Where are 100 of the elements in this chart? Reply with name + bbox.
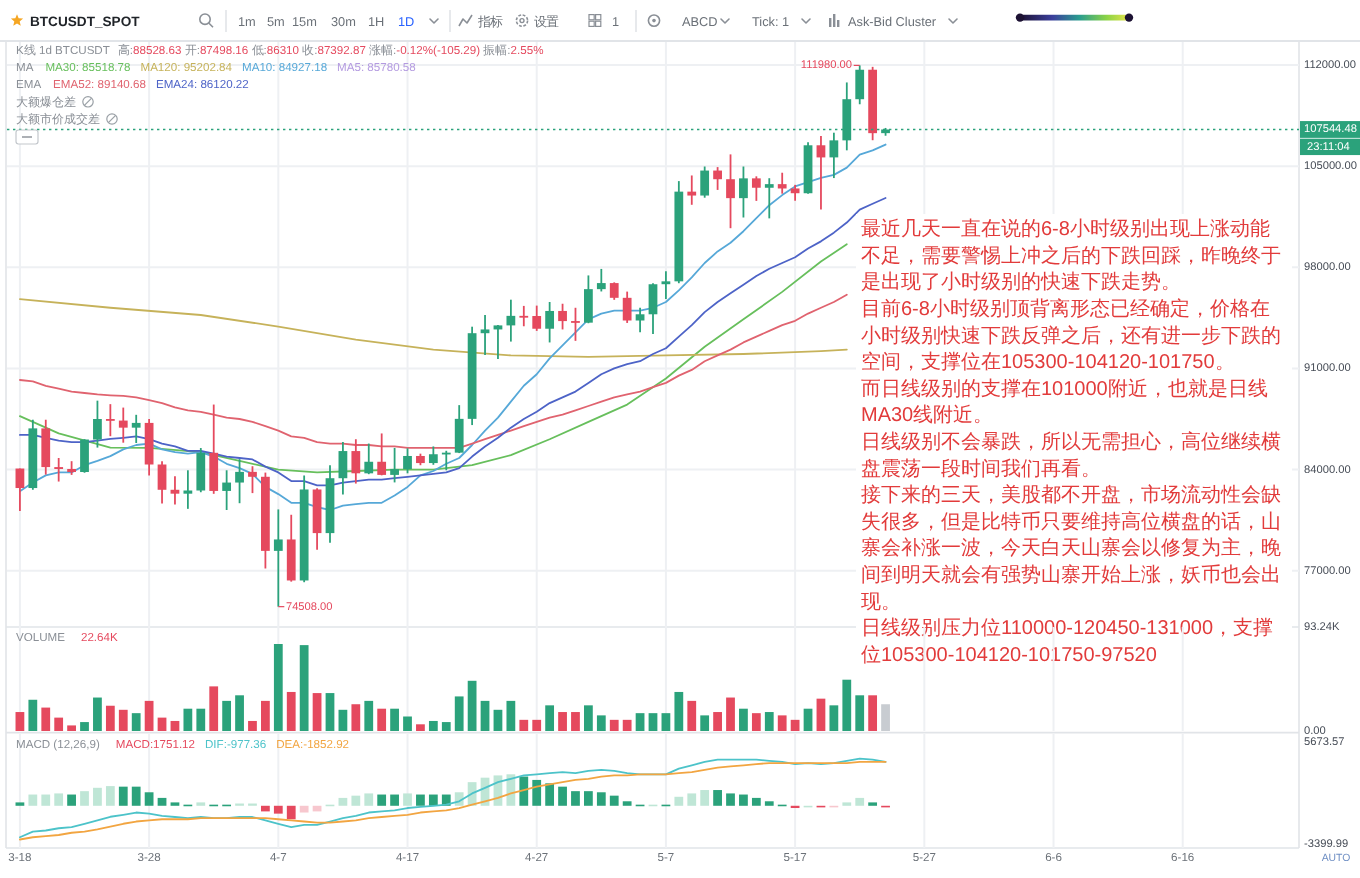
bar (674, 796, 684, 806)
bar (571, 712, 580, 731)
bar (364, 700, 374, 731)
bar (93, 697, 102, 731)
bar (41, 794, 51, 806)
bar (842, 679, 852, 731)
bar (428, 720, 438, 731)
bar (441, 722, 451, 731)
bar (93, 787, 102, 806)
bar (532, 719, 542, 731)
bar (519, 776, 529, 806)
bar (726, 793, 735, 806)
bar (131, 786, 141, 806)
bar (248, 720, 257, 731)
bar (790, 719, 800, 731)
bar (635, 713, 645, 731)
bar (183, 708, 193, 731)
bar (855, 695, 865, 731)
bar (105, 786, 115, 806)
annotation: 而日线级别的支撑在101000附近，也就是日线MA30线附近。 (861, 376, 1268, 428)
bar (338, 709, 348, 731)
annotation: 接下来的三天，美股都不开盘，市场流动性会缺失很多，但是比特币只要维持高位横盘的话，山寨会补涨一波，今天白天山寨会以修复为主，晚间到明天就会有强势山寨开始上涨，妖币也会出现。 (861, 483, 1281, 614)
bar (480, 700, 490, 731)
bar (325, 693, 335, 731)
bar (532, 779, 542, 806)
bar (687, 793, 697, 806)
bar (674, 691, 684, 731)
bar (558, 712, 567, 731)
bar (519, 719, 529, 731)
bar (558, 786, 567, 806)
bar (351, 704, 361, 731)
bar (648, 713, 658, 731)
bar (261, 805, 270, 812)
bar (609, 719, 619, 731)
bar (222, 700, 232, 731)
bar (751, 797, 761, 806)
bar (584, 705, 593, 731)
bar (273, 805, 283, 814)
bar (118, 709, 128, 731)
bar (816, 698, 826, 731)
annotation: 日线级别不会暴跌，所以无需担心，高位继续横盘震荡一段时间我们再看。 (861, 430, 1281, 481)
bar (157, 797, 167, 806)
bar (351, 795, 361, 806)
bar (105, 705, 115, 731)
bar (726, 697, 735, 731)
bar (739, 794, 748, 806)
bar (67, 794, 76, 806)
bar (377, 794, 387, 806)
bar (403, 716, 412, 731)
bar (571, 791, 580, 806)
bar (751, 713, 761, 731)
bar (687, 700, 697, 731)
bar (364, 793, 374, 806)
bar (661, 713, 671, 731)
bar (416, 724, 425, 731)
bar (377, 708, 387, 731)
bar (545, 705, 555, 731)
bar (390, 708, 399, 731)
annotation: 目前6-8小时级别顶背离形态已经确定，价格在小时级别快速下跌反弹之后，还有进一步下跌的空间，支撑位在105300-104120-101750。 (861, 297, 1281, 375)
bar (144, 700, 154, 731)
bar (299, 805, 309, 813)
bar (144, 792, 154, 806)
annotation: 最近几天一直在说的6-8小时级别出现上涨动能不足，需要警惕上冲之后的下跌回踩，昨晚终于是出现了小时级别的快速下跌走势。 (861, 217, 1281, 295)
bar (764, 712, 774, 731)
bar (493, 709, 503, 731)
bar (54, 717, 64, 731)
bar (881, 704, 890, 731)
bar (54, 793, 64, 806)
bar (622, 719, 632, 731)
bar (545, 783, 555, 806)
bar (829, 705, 839, 731)
bar (131, 713, 141, 731)
bar (855, 797, 865, 806)
bar (428, 794, 438, 806)
bar (506, 700, 516, 731)
bar (286, 805, 296, 820)
bar (15, 712, 25, 731)
bar (41, 707, 51, 731)
bar (584, 791, 593, 806)
bar (777, 715, 787, 731)
bar (312, 693, 322, 731)
bar (273, 644, 283, 731)
bar (286, 691, 296, 731)
bar (118, 786, 128, 806)
bar (596, 715, 606, 731)
bar (596, 792, 606, 806)
bar (390, 794, 399, 806)
bar (713, 712, 722, 731)
bar (196, 708, 206, 731)
bar (609, 795, 619, 806)
bar (28, 699, 38, 731)
bar (261, 700, 270, 731)
bar (868, 695, 878, 731)
bar (338, 797, 348, 806)
bar (67, 725, 76, 731)
bar (454, 696, 464, 731)
bar (713, 790, 722, 806)
bar (739, 708, 748, 731)
annotation: 日线级别压力位110000-120450-131000，支撑位105300-104120-101750-97520 (861, 616, 1274, 667)
bar (803, 708, 813, 731)
